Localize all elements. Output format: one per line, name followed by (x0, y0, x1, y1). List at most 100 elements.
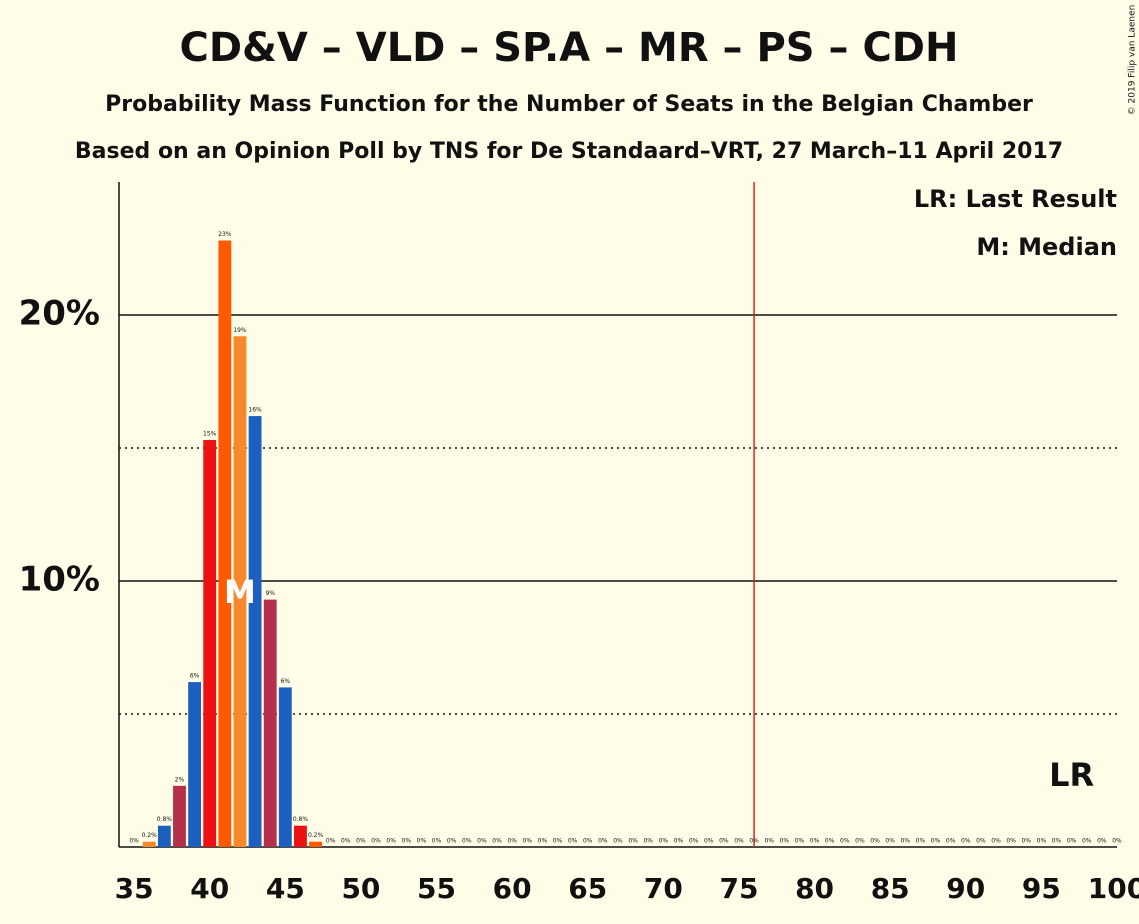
x-tick-label: 70 (644, 872, 683, 905)
value-label: 0% (825, 838, 835, 845)
value-label: 0.8% (293, 816, 309, 823)
value-label: 0% (341, 838, 351, 845)
copyright: © 2019 Filip van Laenen (1128, 5, 1138, 116)
bar (309, 841, 323, 847)
value-label: 0% (991, 838, 1001, 845)
value-label: 0% (386, 838, 396, 845)
value-label: 0% (704, 838, 714, 845)
value-label: 0% (749, 838, 759, 845)
value-label: 0% (780, 838, 790, 845)
value-label: 0% (795, 838, 805, 845)
value-label: 0% (1097, 838, 1107, 845)
value-label: 0% (356, 838, 366, 845)
value-label: 0% (1037, 838, 1047, 845)
value-label: 2% (175, 776, 185, 783)
value-label: 0% (523, 838, 533, 845)
value-label: 0% (432, 838, 442, 845)
value-label: 0% (402, 838, 412, 845)
last-result-marker: LR (1049, 756, 1094, 794)
value-label: 0% (1052, 838, 1062, 845)
value-label: 0% (1067, 838, 1077, 845)
value-label: 23% (218, 231, 232, 238)
x-tick-label: 35 (115, 872, 154, 905)
value-label: 0% (674, 838, 684, 845)
value-label: 0.2% (308, 832, 324, 839)
bar (157, 825, 171, 847)
value-label: 0% (477, 838, 487, 845)
legend-entry: LR: Last Result (914, 185, 1117, 213)
value-label: 0% (764, 838, 774, 845)
x-tick-label: 65 (568, 872, 607, 905)
value-label: 0% (1082, 838, 1092, 845)
value-label: 0% (628, 838, 638, 845)
value-label: 0% (326, 838, 336, 845)
value-label: 0% (462, 838, 472, 845)
value-label: 0% (810, 838, 820, 845)
value-label: 6% (281, 678, 291, 685)
x-tick-label: 50 (341, 872, 380, 905)
value-label: 0% (129, 838, 139, 845)
value-label: 0% (1006, 838, 1016, 845)
x-tick-label: 40 (190, 872, 229, 905)
x-tick-label: 90 (946, 872, 985, 905)
bar (188, 682, 202, 847)
y-tick-label: 20% (19, 294, 100, 334)
value-label: 19% (233, 327, 247, 334)
value-label: 0% (961, 838, 971, 845)
bar (294, 825, 307, 847)
value-label: 0% (659, 838, 669, 845)
bar (203, 440, 217, 847)
value-label: 0% (583, 838, 593, 845)
x-tick-label: 55 (417, 872, 456, 905)
bar (248, 416, 262, 847)
value-label: 0% (507, 838, 517, 845)
value-label: 0.8% (157, 816, 173, 823)
value-label: 0% (719, 838, 729, 845)
bar (142, 841, 156, 847)
x-tick-label: 75 (719, 872, 758, 905)
value-label: 16% (248, 407, 262, 414)
median-marker: M (224, 573, 256, 611)
value-label: 0% (689, 838, 699, 845)
value-label: 0% (976, 838, 986, 845)
bar (278, 687, 292, 847)
value-label: 0% (931, 838, 941, 845)
chart-title: CD&V – VLD – SP.A – MR – PS – CDH (179, 25, 958, 71)
value-label: 0% (492, 838, 502, 845)
bar (218, 240, 232, 847)
bar (173, 785, 186, 847)
x-tick-label: 85 (871, 872, 910, 905)
value-label: 0% (1112, 838, 1122, 845)
value-label: 0% (538, 838, 548, 845)
value-label: 0% (855, 838, 865, 845)
value-label: 0% (447, 838, 457, 845)
legend-entry: M: Median (976, 233, 1117, 261)
x-tick-label: 95 (1022, 872, 1061, 905)
value-label: 0% (734, 838, 744, 845)
value-label: 0% (643, 838, 653, 845)
value-label: 15% (203, 431, 217, 438)
value-label: 0% (946, 838, 956, 845)
value-label: 0% (553, 838, 563, 845)
value-label: 0% (916, 838, 926, 845)
x-tick-label: 80 (795, 872, 834, 905)
value-label: 0% (598, 838, 608, 845)
value-label: 0% (885, 838, 895, 845)
bar (263, 599, 277, 847)
value-label: 0% (870, 838, 880, 845)
value-label: 0% (417, 838, 427, 845)
value-label: 0% (901, 838, 911, 845)
value-label: 6% (190, 673, 200, 680)
y-tick-label: 10% (19, 560, 100, 600)
value-label: 9% (265, 590, 275, 597)
x-tick-label: 45 (266, 872, 305, 905)
x-tick-label: 100 (1088, 872, 1139, 905)
chart-subtitle: Probability Mass Function for the Number… (105, 92, 1033, 117)
value-label: 0% (613, 838, 623, 845)
value-label: 0% (568, 838, 578, 845)
value-label: 0% (1022, 838, 1032, 845)
value-label: 0% (371, 838, 381, 845)
chart-subtitle: Based on an Opinion Poll by TNS for De S… (75, 139, 1063, 164)
value-label: 0.2% (142, 832, 158, 839)
